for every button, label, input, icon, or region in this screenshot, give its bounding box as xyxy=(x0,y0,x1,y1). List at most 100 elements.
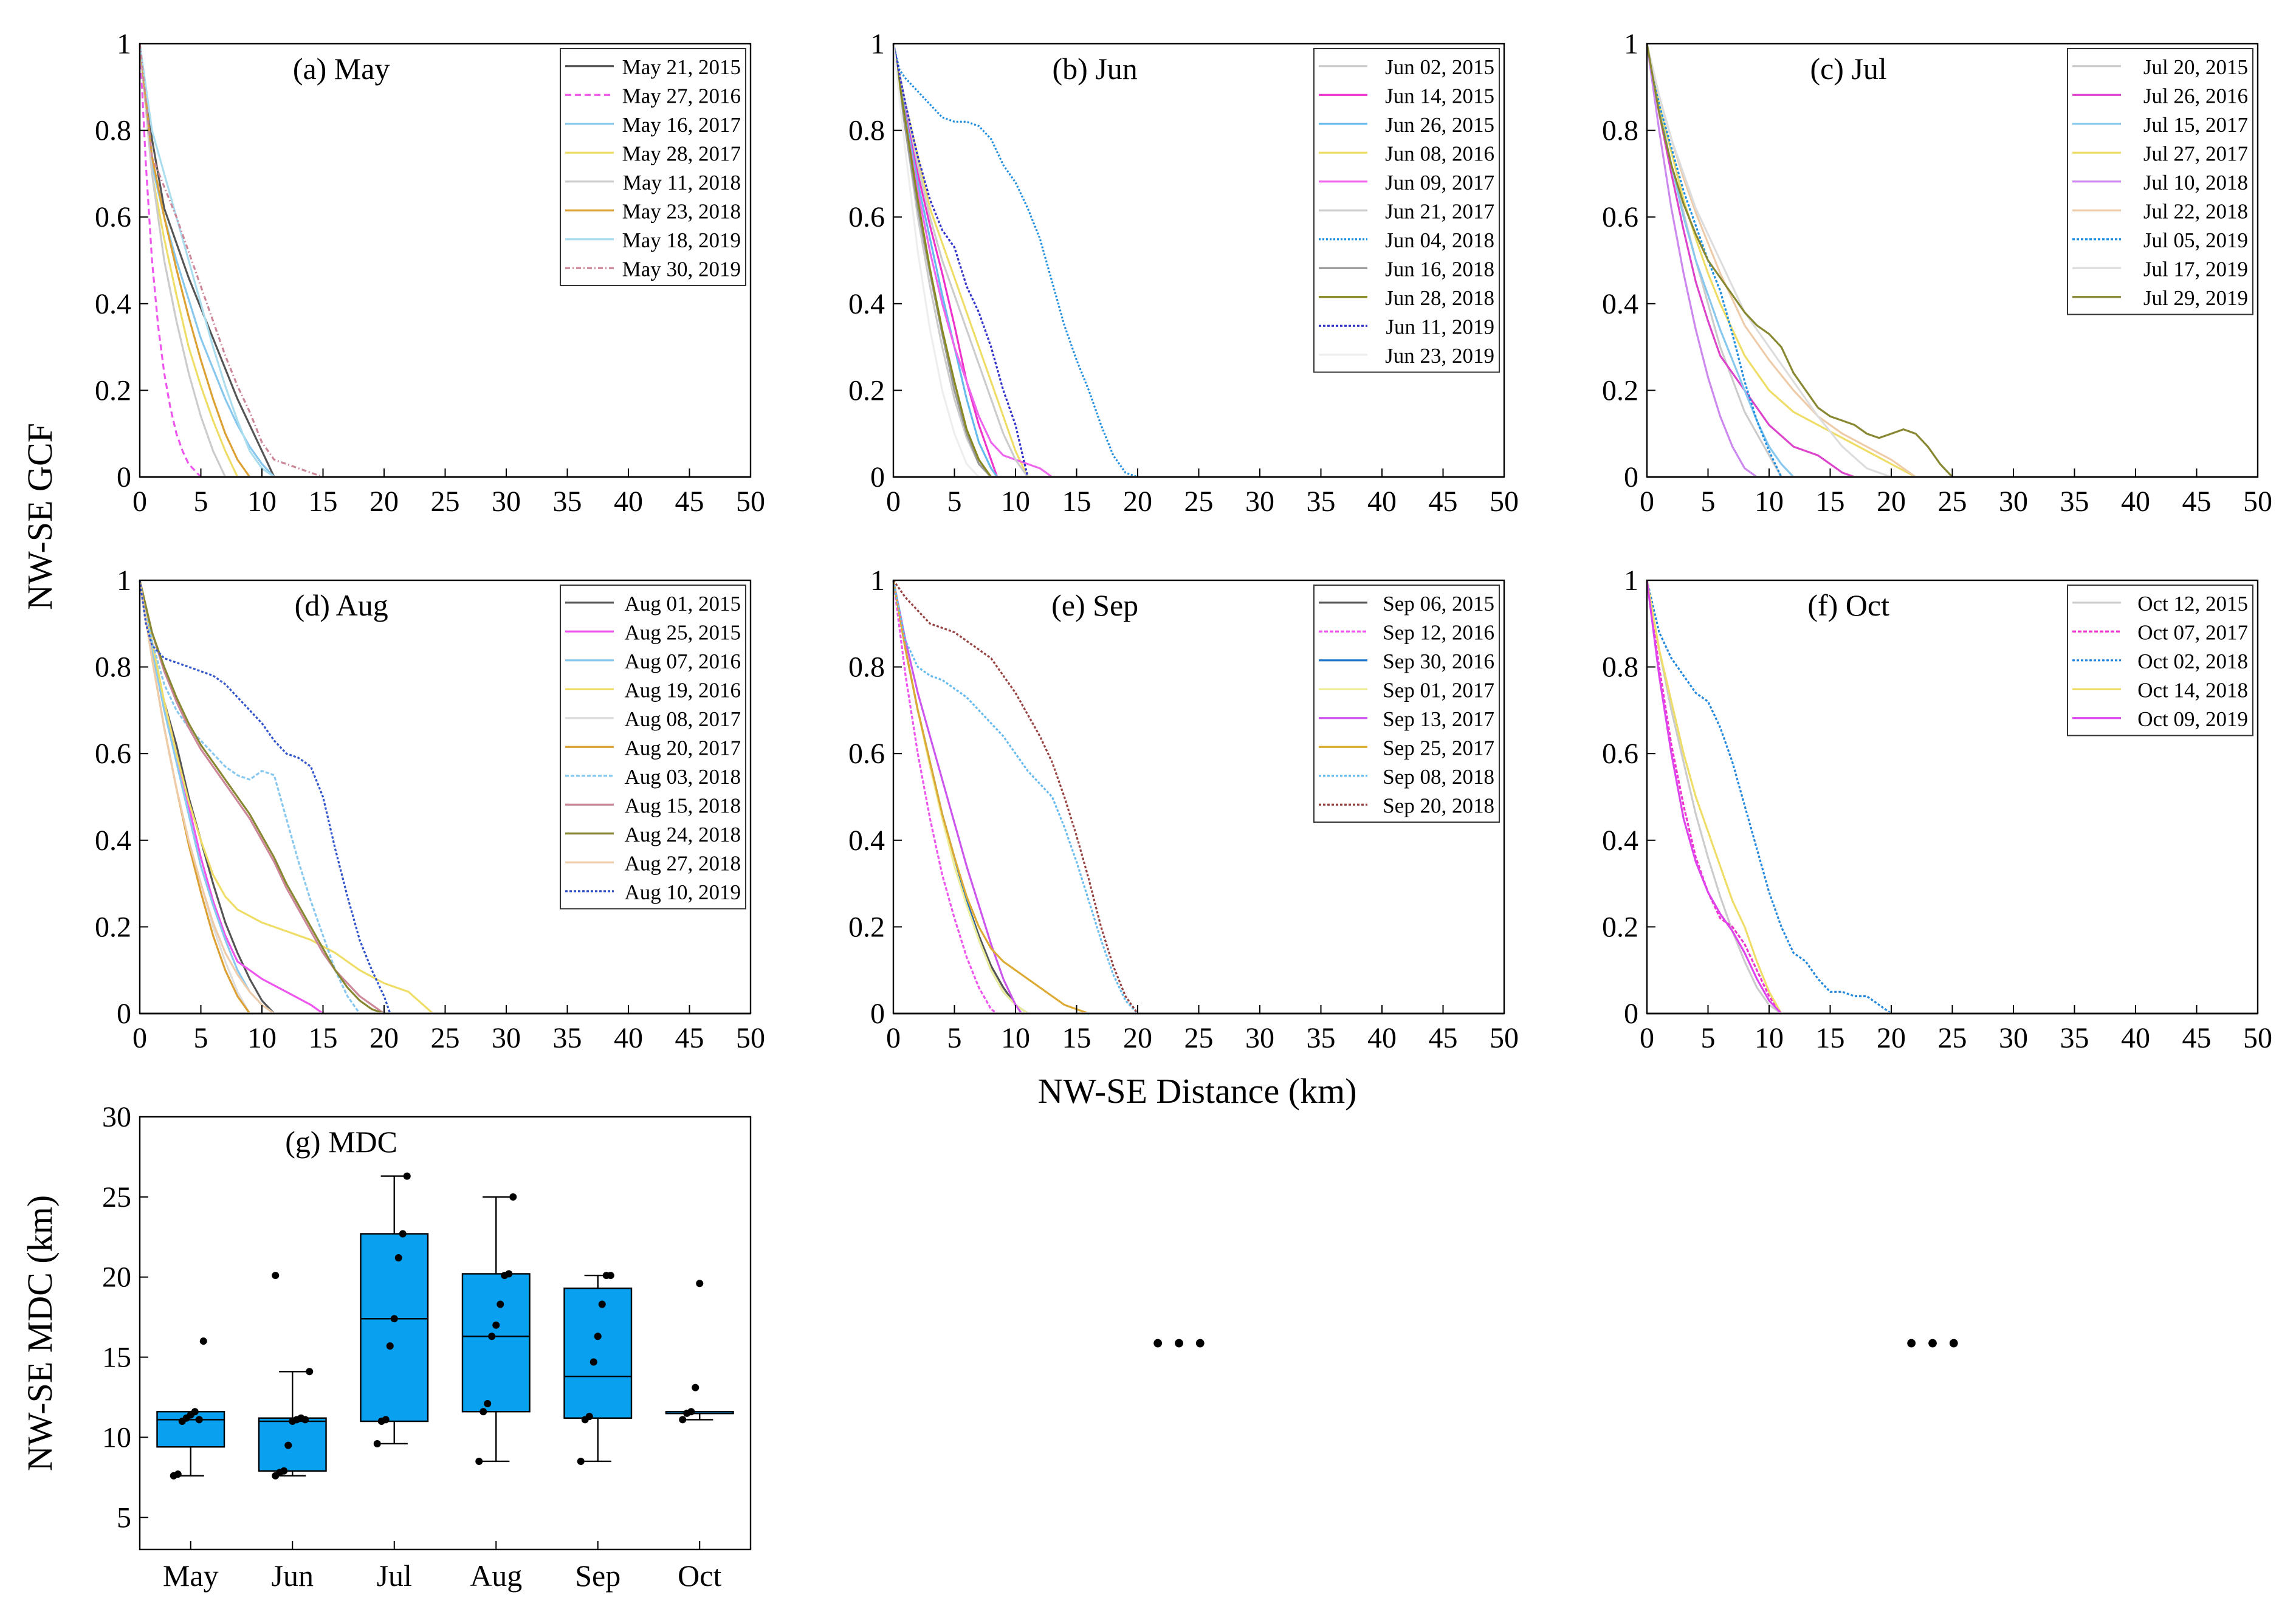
data-point-1-9 xyxy=(272,1272,280,1280)
y-tick-label-f-5: 1 xyxy=(1624,564,1638,597)
x-tick-label-e-9: 45 xyxy=(1429,1022,1458,1054)
y-tick-label-g-4: 25 xyxy=(102,1181,131,1213)
series-line-b-7 xyxy=(892,43,992,478)
data-point-5-0 xyxy=(679,1416,687,1424)
x-tick-label-c-5: 25 xyxy=(1938,485,1967,518)
data-point-0-7 xyxy=(199,1337,207,1345)
legend-label-a-2: May 16, 2017 xyxy=(622,113,741,137)
x-category-label-1: Jun xyxy=(272,1559,314,1593)
legend-label-b-4: Jun 09, 2017 xyxy=(1385,171,1494,194)
y-tick-label-g-2: 15 xyxy=(102,1342,131,1374)
legend-label-a-1: May 27, 2016 xyxy=(622,84,741,108)
series-line-e-4 xyxy=(892,580,1023,1014)
x-category-label-5: Oct xyxy=(678,1559,721,1593)
legend-label-e-4: Sep 13, 2017 xyxy=(1383,707,1494,731)
series-line-c-1 xyxy=(1646,43,1855,478)
x-tick-label-a-8: 40 xyxy=(614,485,643,518)
x-tick-label-c-10: 50 xyxy=(2243,485,2272,518)
legend-box-e xyxy=(1313,585,1500,823)
x-category-label-0: May xyxy=(163,1559,219,1593)
data-point-3-0 xyxy=(475,1457,483,1465)
data-point-4-7 xyxy=(607,1272,614,1280)
x-tick-label-a-9: 45 xyxy=(675,485,704,518)
y-tick-label-b-4: 0.8 xyxy=(848,115,885,147)
series-line-f-4 xyxy=(1646,580,1782,1015)
series-line-a-3 xyxy=(139,43,239,478)
x-tick-label-d-2: 10 xyxy=(247,1022,277,1054)
series-line-a-1 xyxy=(139,43,202,478)
data-point-4-0 xyxy=(577,1457,585,1465)
panel-a: (a) May 0 5 10 15 20 25 30 35 40 45 50 0 0.2 0.4 0.6 0.8… xyxy=(95,28,765,518)
data-point-3-3 xyxy=(488,1333,496,1340)
series-line-b-8 xyxy=(892,43,992,478)
x-tick-label-d-1: 5 xyxy=(194,1022,208,1054)
x-tick-label-f-3: 15 xyxy=(1816,1022,1845,1054)
y-tick-label-a-0: 0 xyxy=(117,461,131,493)
legend-label-c-4: Jul 10, 2018 xyxy=(2143,171,2248,194)
x-tick-label-c-4: 20 xyxy=(1877,485,1906,518)
y-tick-label-d-2: 0.4 xyxy=(95,825,131,857)
data-point-1-8 xyxy=(306,1368,314,1376)
y-tick-label-f-1: 0.2 xyxy=(1602,911,1638,943)
data-point-2-3 xyxy=(386,1342,394,1350)
x-tick-label-e-2: 10 xyxy=(1001,1022,1030,1054)
x-tick-label-d-9: 45 xyxy=(675,1022,704,1054)
legend-label-b-10: Jun 23, 2019 xyxy=(1385,344,1494,368)
data-point-4-5 xyxy=(598,1300,606,1308)
x-tick-label-b-10: 50 xyxy=(1490,485,1519,518)
legend-label-b-6: Jun 04, 2018 xyxy=(1385,228,1494,252)
x-tick-label-c-2: 10 xyxy=(1755,485,1784,518)
y-tick-label-e-3: 0.6 xyxy=(848,738,885,770)
legend-label-a-7: May 30, 2019 xyxy=(622,257,741,281)
series-line-a-6 xyxy=(139,43,275,478)
x-tick-label-f-6: 30 xyxy=(1999,1022,2028,1054)
data-point-5-2 xyxy=(687,1408,695,1416)
x-tick-label-f-1: 5 xyxy=(1701,1022,1716,1054)
legend-b: Jun 02, 2015 Jun 14, 2015 Jun 26, 2015 Jun … xyxy=(1313,48,1500,373)
y-tick-label-c-0: 0 xyxy=(1624,461,1638,493)
x-tick-label-f-0: 0 xyxy=(1640,1022,1654,1054)
legend-label-e-2: Sep 30, 2016 xyxy=(1383,650,1494,673)
legend-label-a-0: May 21, 2015 xyxy=(622,55,741,79)
series-line-d-6 xyxy=(139,580,361,1014)
y-tick-label-a-4: 0.8 xyxy=(95,115,131,147)
series-line-b-4 xyxy=(892,43,1053,478)
series-line-d-0 xyxy=(139,580,275,1015)
x-tick-label-c-9: 45 xyxy=(2182,485,2212,518)
panel-title-e: (e) Sep xyxy=(1051,588,1138,622)
x-tick-label-d-4: 20 xyxy=(369,1022,399,1054)
x-tick-label-e-6: 30 xyxy=(1245,1022,1274,1054)
x-tick-label-e-0: 0 xyxy=(886,1022,901,1054)
y-tick-label-b-2: 0.4 xyxy=(848,288,885,320)
legend-label-b-8: Jun 28, 2018 xyxy=(1385,286,1494,310)
data-point-3-5 xyxy=(497,1300,504,1308)
legend-box-d xyxy=(560,585,746,910)
y-tick-label-e-5: 1 xyxy=(870,564,885,597)
data-point-5-3 xyxy=(692,1384,699,1391)
y-tick-label-e-1: 0.2 xyxy=(848,911,885,943)
panel-title-c: (c) Jul xyxy=(1810,52,1886,86)
x-tick-label-b-4: 20 xyxy=(1123,485,1152,518)
series-line-d-9 xyxy=(139,580,275,1015)
legend-label-c-1: Jul 26, 2016 xyxy=(2143,84,2248,108)
legend-c: Jul 20, 2015 Jul 26, 2016 Jul 15, 2017 Jul … xyxy=(2067,48,2253,315)
legend-label-d-6: Aug 03, 2018 xyxy=(624,765,741,789)
legend-label-e-7: Sep 20, 2018 xyxy=(1383,794,1494,817)
panel-title-b: (b) Jun xyxy=(1053,52,1138,86)
legend-label-a-4: May 11, 2018 xyxy=(623,171,741,194)
y-tick-label-g-5: 30 xyxy=(102,1101,131,1133)
legend-label-d-9: Aug 27, 2018 xyxy=(624,851,741,875)
data-point-1-7 xyxy=(301,1416,309,1424)
series-line-c-4 xyxy=(1646,43,1758,478)
series-line-d-7 xyxy=(139,580,385,1015)
box-1 xyxy=(258,1417,327,1472)
data-point-2-0 xyxy=(373,1439,381,1447)
data-point-3-4 xyxy=(492,1321,500,1329)
legend-label-c-7: Jul 17, 2019 xyxy=(2143,257,2248,281)
legend-label-f-1: Oct 07, 2017 xyxy=(2137,620,2248,644)
legend-label-b-1: Jun 14, 2015 xyxy=(1385,84,1494,108)
panel-d: (d) Aug 0 5 10 15 20 25 30 35 40 45 50 0 0.2 0.4 0.6 0.8… xyxy=(95,564,765,1054)
y-tick-label-f-3: 0.6 xyxy=(1602,738,1638,770)
y-tick-label-c-5: 1 xyxy=(1624,28,1638,60)
legend-label-d-4: Aug 08, 2017 xyxy=(624,707,741,731)
